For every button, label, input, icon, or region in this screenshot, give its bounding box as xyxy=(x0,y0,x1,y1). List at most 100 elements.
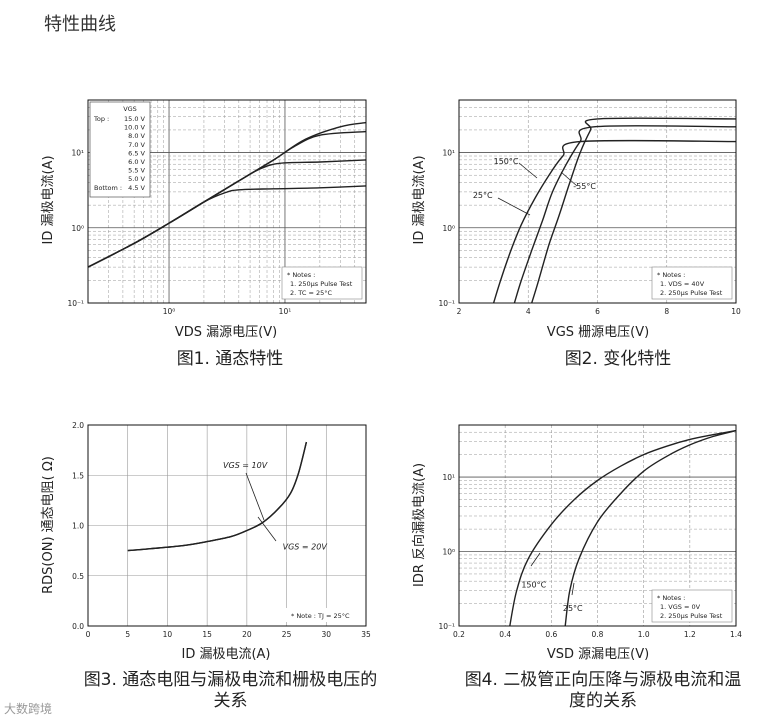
fig1-plot-frame xyxy=(87,99,367,304)
fig3-x-tick-label: 0 xyxy=(86,630,91,639)
fig3-plot-frame xyxy=(87,424,367,627)
fig4-note-line: * Notes : xyxy=(657,594,685,602)
fig1-legend-entry: 6.5 V xyxy=(128,149,145,157)
fig3-x-tick-label: 35 xyxy=(361,630,371,639)
fig4-notes-box xyxy=(651,589,733,623)
fig2-annotation: 150°C xyxy=(494,157,519,166)
fig2-series-line-1 xyxy=(513,125,737,304)
annotation-pointer xyxy=(571,582,575,596)
fig4-x-tick-label: 0.6 xyxy=(545,630,557,639)
fig1-legend-entry: 6.0 V xyxy=(128,158,145,166)
fig4-series-line-1 xyxy=(564,429,737,627)
fig4-plot-frame xyxy=(458,424,737,627)
fig4-x-tick-label: 1.4 xyxy=(730,630,742,639)
fig1-legend-box xyxy=(89,101,151,198)
fig1-legend-entry: 15.0 V xyxy=(124,115,146,123)
fig3-x-tick-label: 5 xyxy=(125,630,130,639)
fig2-plot-frame xyxy=(458,99,737,304)
fig1-legend-entry: 10.0 V xyxy=(124,124,146,132)
fig2-notes-box xyxy=(651,266,733,300)
fig1-series-line-3 xyxy=(87,185,367,268)
fig4-caption: 图4. 二极管正向压降与源极电流和温度的关系 xyxy=(464,670,742,711)
fig3-x-tick-label: 20 xyxy=(242,630,252,639)
fig4-x-tick-label: 0.8 xyxy=(592,630,604,639)
fig1-x-tick-label: 10¹ xyxy=(279,307,292,316)
page-title: 特性曲线 xyxy=(44,14,116,35)
fig2-x-tick-label: 2 xyxy=(457,307,462,316)
fig3-y-tick-label: 0.5 xyxy=(72,572,84,581)
fig1-y-tick-label: 10⁰ xyxy=(71,224,84,233)
fig4-annotation: 25°C xyxy=(563,604,583,613)
fig3-annotation: VGS = 20V xyxy=(283,543,328,552)
fig1-caption: 图1. 通态特性 xyxy=(176,349,284,369)
fig3-x-tick-label: 10 xyxy=(163,630,173,639)
fig1-legend-entry: 4.5 V xyxy=(128,184,145,192)
fig3-x-tick-label: 25 xyxy=(282,630,292,639)
fig3-x-tick-label: 30 xyxy=(322,630,332,639)
fig1-notes-box xyxy=(281,266,363,300)
annotation-pointer xyxy=(497,197,531,216)
fig2-y-tick-label: 10¹ xyxy=(442,149,455,158)
fig4-annotation: 150°C xyxy=(521,580,546,589)
fig3-annotation: VGS = 10V xyxy=(223,461,268,470)
fig4-x-tick-label: 0.2 xyxy=(453,630,465,639)
fig2-x-tick-label: 6 xyxy=(595,307,600,316)
fig1-group xyxy=(87,99,367,304)
fig2-x-axis-label: VGS 栅源电压(V) xyxy=(547,325,649,340)
fig3-y-tick-label: 1.5 xyxy=(72,471,84,480)
fig3-x-axis-label: ID 漏极电流(A) xyxy=(181,646,270,662)
fig4-x-tick-label: 0.4 xyxy=(499,630,511,639)
fig1-note-line: 1. 250μs Pulse Test xyxy=(290,280,353,288)
fig3-note-line: * Note : TJ = 25°C xyxy=(291,612,350,620)
fig4-series-line-0 xyxy=(509,429,737,627)
fig1-y-axis-label: ID 漏极电流(A) xyxy=(40,155,56,244)
fig1-x-tick-label: 10⁰ xyxy=(163,307,176,316)
watermark: 大数跨境 xyxy=(4,702,53,716)
fig3-y-tick-label: 0.0 xyxy=(72,622,84,631)
fig1-note-line: * Notes : xyxy=(287,271,315,279)
fig1-legend-entry: 5.5 V xyxy=(128,167,145,175)
fig4-x-tick-label: 1.0 xyxy=(638,630,650,639)
annotation-pointer xyxy=(257,516,277,542)
fig1-legend-entry: 8.0 V xyxy=(128,132,145,140)
fig2-x-tick-label: 8 xyxy=(664,307,669,316)
fig4-note-line: 2. 250μs Pulse Test xyxy=(660,612,723,620)
fig2-note-line: 1. VDS = 40V xyxy=(660,280,705,288)
fig3-series-line-1 xyxy=(127,441,308,552)
fig2-annotation: 25°C xyxy=(473,191,493,200)
fig2-note-line: 2. 250μs Pulse Test xyxy=(660,289,723,297)
fig4-x-axis-label: VSD 源漏电压(V) xyxy=(547,646,649,662)
fig3-y-tick-label: 2.0 xyxy=(72,421,84,430)
fig2-note-line: * Notes : xyxy=(657,271,685,279)
fig2-caption: 图2. 变化特性 xyxy=(564,349,672,369)
fig4-y-tick-label: 10⁰ xyxy=(442,548,455,557)
fig2-group xyxy=(458,99,737,304)
fig1-y-tick-label: 10¹ xyxy=(71,149,84,158)
fig3-y-axis-label: RDS(ON) 通态电阻( Ω) xyxy=(41,456,56,594)
fig4-y-axis-label: IDR 反向漏极电流(A) xyxy=(411,463,427,587)
fig1-legend-prefix: Top : xyxy=(93,115,109,123)
annotation-pointer xyxy=(245,472,265,521)
fig2-y-tick-label: 10⁰ xyxy=(442,224,455,233)
annotation-pointer xyxy=(560,171,578,187)
fig1-note-line: 2. TC = 25°C xyxy=(290,289,332,297)
fig1-legend-entry: 5.0 V xyxy=(128,175,145,183)
fig2-series-line-2 xyxy=(531,117,737,304)
fig2-x-tick-label: 4 xyxy=(526,307,531,316)
fig1-legend-entry: 7.0 V xyxy=(128,141,145,149)
fig3-group xyxy=(87,424,367,627)
fig2-y-axis-label: ID 漏极电流(A) xyxy=(411,155,427,244)
fig2-y-tick-label: 10⁻¹ xyxy=(438,299,455,308)
fig4-x-tick-label: 1.2 xyxy=(684,630,696,639)
fig3-y-tick-label: 1.0 xyxy=(72,522,84,531)
fig3-notes-box xyxy=(286,608,362,622)
fig4-group xyxy=(458,424,737,627)
fig2-x-tick-label: 10 xyxy=(731,307,741,316)
annotation-pointer xyxy=(518,162,538,179)
fig4-y-tick-label: 10¹ xyxy=(442,473,455,482)
fig3-x-tick-label: 15 xyxy=(202,630,212,639)
fig1-y-tick-label: 10⁻¹ xyxy=(67,299,84,308)
fig1-x-axis-label: VDS 漏源电压(V) xyxy=(175,324,277,340)
fig3-series-line-0 xyxy=(127,441,308,552)
